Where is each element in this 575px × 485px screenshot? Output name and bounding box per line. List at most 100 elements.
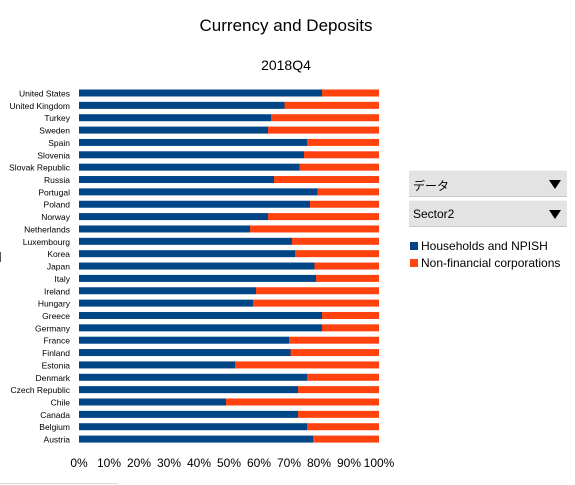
category-label: Spain <box>48 138 70 148</box>
bar-households <box>79 373 307 381</box>
legend-item-corporations[interactable]: Non-financial corporations <box>409 255 560 272</box>
category-label: Greece <box>42 311 70 321</box>
bar-corporations <box>253 299 379 307</box>
bar-households <box>79 101 285 109</box>
bar-households <box>79 237 292 245</box>
bar-households <box>79 398 226 406</box>
chart-subtitle: 2018Q4 <box>261 57 311 73</box>
bar-households <box>79 311 322 319</box>
bar-households <box>79 361 235 369</box>
bar-households <box>79 299 253 307</box>
category-label: Ireland <box>44 286 70 296</box>
bar-households <box>79 386 298 394</box>
bar-households <box>79 324 322 332</box>
bar-households <box>79 349 291 357</box>
category-label: Slovak Republic <box>9 163 71 173</box>
bar-corporations <box>235 361 379 369</box>
bar-corporations <box>322 324 379 332</box>
bar-corporations <box>250 225 379 233</box>
x-tick-label: 40% <box>187 456 211 470</box>
bar-corporations <box>290 349 379 357</box>
category-label: Russia <box>44 175 70 185</box>
bar-corporations <box>268 126 379 134</box>
legend-swatch-corporations <box>410 259 418 267</box>
bar-households <box>79 410 298 418</box>
bar-households <box>79 225 250 233</box>
x-tick-label: 60% <box>247 456 271 470</box>
category-label: Hungary <box>38 299 71 309</box>
category-label: Estonia <box>42 360 71 370</box>
bar-corporations <box>271 114 379 122</box>
bar-households <box>79 138 307 146</box>
bar-corporations <box>289 336 379 344</box>
x-tick-label: 70% <box>277 456 301 470</box>
category-label: Czech Republic <box>10 385 70 395</box>
sector-dropdown-label: Sector2 <box>413 207 455 221</box>
x-tick-label: 20% <box>127 456 151 470</box>
bar-households <box>79 114 271 122</box>
category-label: Canada <box>40 410 70 420</box>
bar-corporations <box>226 398 379 406</box>
category-label: United States <box>19 89 70 99</box>
sector-dropdown[interactable]: Sector2 <box>409 200 567 227</box>
bar-households <box>79 163 300 171</box>
category-label: France <box>44 336 71 346</box>
bar-households <box>79 336 289 344</box>
chart-title: Currency and Deposits <box>199 16 373 35</box>
bar-households <box>79 435 313 443</box>
x-tick-label: 100% <box>364 456 395 470</box>
bar-corporations <box>256 287 379 295</box>
bar-corporations <box>299 163 379 171</box>
x-tick-label: 50% <box>217 456 241 470</box>
category-label: Portugal <box>38 187 70 197</box>
bar-households <box>79 89 322 97</box>
data-dropdown[interactable]: データ <box>409 170 567 197</box>
divider <box>0 483 118 484</box>
bar-households <box>79 151 304 159</box>
bar-corporations <box>284 101 379 109</box>
category-label: Slovenia <box>37 150 70 160</box>
bar-households <box>79 188 318 196</box>
category-label: Sweden <box>39 126 70 136</box>
bar-corporations <box>298 410 379 418</box>
legend: Households and NPISH Non-financial corpo… <box>409 238 560 272</box>
category-label: Korea <box>47 249 70 259</box>
bar-households <box>79 200 310 208</box>
bar-corporations <box>322 311 379 319</box>
bar-corporations <box>292 237 379 245</box>
bar-corporations <box>295 250 379 258</box>
category-label: Luxembourg <box>23 237 71 247</box>
divider <box>0 252 1 262</box>
bar-corporations <box>317 188 379 196</box>
x-tick-label: 30% <box>157 456 181 470</box>
category-label: Austria <box>44 435 71 445</box>
bar-corporations <box>307 373 379 381</box>
bar-households <box>79 262 315 270</box>
x-tick-label: 10% <box>97 456 121 470</box>
bar-households <box>79 287 256 295</box>
category-label: Turkey <box>44 113 70 123</box>
bar-corporations <box>310 200 379 208</box>
bar-households <box>79 423 307 431</box>
bar-corporations <box>314 262 379 270</box>
triangle-down-icon <box>549 180 561 189</box>
category-label: Japan <box>47 262 70 272</box>
category-label: Belgium <box>39 422 70 432</box>
category-label: Poland <box>44 200 71 210</box>
x-tick-label: 0% <box>70 456 88 470</box>
legend-item-households[interactable]: Households and NPISH <box>409 238 560 255</box>
bar-households <box>79 274 316 282</box>
category-label: United Kingdom <box>10 101 70 111</box>
bar-corporations <box>268 213 379 221</box>
legend-label-corporations: Non-financial corporations <box>421 256 561 270</box>
category-label: Germany <box>35 323 71 333</box>
data-dropdown-label: データ <box>413 179 450 193</box>
legend-swatch-households <box>410 242 418 250</box>
category-label: Finland <box>42 348 70 358</box>
category-label: Netherlands <box>24 224 70 234</box>
legend-label-households: Households and NPISH <box>421 239 548 253</box>
bar-households <box>79 250 295 258</box>
bar-corporations <box>316 274 379 282</box>
x-tick-label: 90% <box>337 456 361 470</box>
category-label: Italy <box>54 274 70 284</box>
